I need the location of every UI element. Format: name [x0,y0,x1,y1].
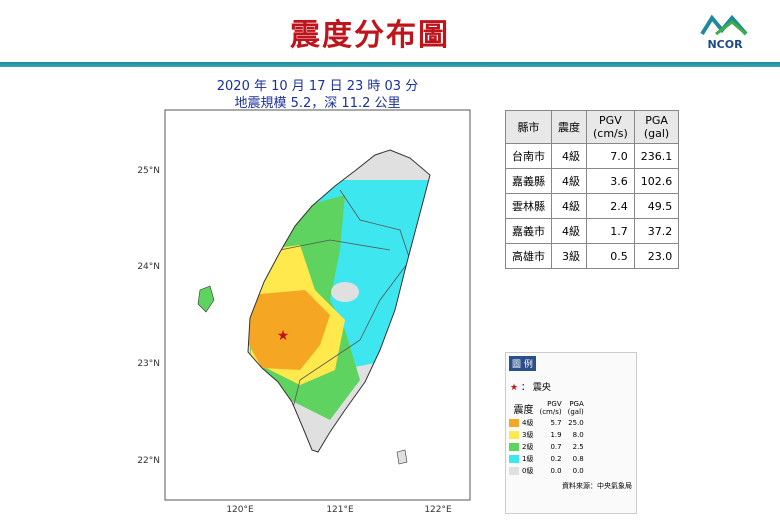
legend-cell: 0.2 [536,453,564,465]
legend-row: 0級 0.0 0.0 [506,465,587,477]
legend-text: 4級 [522,419,534,427]
legend-source: 資料來源：中央氣象局 [562,482,632,490]
legend-text: 0.8 [572,455,584,463]
legend-text: 8.0 [572,431,584,439]
lon-label: 122°E [424,505,452,515]
legend-cell: 0級 [506,465,536,477]
legend-text: 25.0 [568,419,584,427]
event-info: 地震規模 5.2，深 11.2 公里 [234,96,401,111]
legend-text: 5.7 [550,419,562,427]
legend-swatch [509,419,519,427]
table-cell: 236.1 [633,143,680,169]
table-header-cell: 縣市 [505,110,552,144]
lat-labels: 25°N 24°N 23°N 22°N 120°E 121°E 122°E [137,166,452,515]
legend-cell: 2級 [506,441,536,453]
table-row: 高雄市 3級 0.5 23.0 [505,243,680,269]
legend-cell: 1級 [506,453,536,465]
table-cell: 4級 [551,168,587,194]
table-cell: 102.6 [633,168,680,194]
legend-text: 1級 [522,455,534,463]
table-cell: 2.4 [586,193,635,219]
legend-table: 震度 PGV (cm/s) PGA (gal) 4級 5.7 25.0 3級 1.9 8.0 2級… [506,399,587,477]
legend-cell: 8.0 [565,429,587,441]
legend-text: 1.9 [550,431,562,439]
legend-text: 2級 [522,443,534,451]
legend-cell: 0.8 [565,453,587,465]
page-title: 震度分布圖 [290,18,450,53]
lon-label: 121°E [326,505,354,515]
legend-text: 3級 [522,431,534,439]
table-row: 雲林縣 4級 2.4 49.5 [505,193,680,219]
table-cell: 高雄市 [505,243,552,269]
legend-text: 0.2 [550,455,562,463]
table-cell: 37.2 [633,218,680,244]
legend-header-cell: PGA (gal) [567,400,584,416]
legend-epicenter: 震央 [532,383,551,393]
legend-cell: 25.0 [565,417,587,429]
table-row: 台南市 4級 7.0 236.1 [505,143,680,169]
legend-title: 圖 例 [509,356,536,371]
intensity-table: 縣市 震度 PGV (cm/s) PGA (gal) 台南市 4級 7.0 236.1 嘉義縣 4… [505,110,680,269]
event-time: 2020 年 10 月 17 日 23 時 03 分 [216,79,419,94]
legend-text: 0.0 [550,467,562,475]
legend-text: 0級 [522,467,534,475]
table-cell: 4級 [551,218,587,244]
legend-row: 4級 5.7 25.0 [506,417,587,429]
table-cell: 7.0 [586,143,635,169]
legend-text: 0.0 [572,467,584,475]
lat-label: 22°N [137,456,160,466]
table-cell: 49.5 [633,193,680,219]
legend: 圖 例 ★ ： 震央 震度 PGV (cm/s) PGA (gal) 4級 5.7 25.… [505,352,637,514]
legend-text: 0.7 [550,443,562,451]
header-rule [0,62,780,67]
table-cell: 4級 [551,143,587,169]
legend-swatch [509,443,519,451]
logo-mark [700,14,748,36]
table-cell: 雲林縣 [505,193,552,219]
table-row: 嘉義市 4級 1.7 37.2 [505,218,680,244]
legend-cell: 2.5 [565,441,587,453]
legend-cell: 1.9 [536,429,564,441]
table-cell: 嘉義市 [505,218,552,244]
legend-row: 2級 0.7 2.5 [506,441,587,453]
legend-swatch [509,431,519,439]
map: ★ 25°N 24°N 23°N 22°N 120°E 121°E 122°E [137,109,471,515]
lat-label: 25°N [137,166,160,176]
legend-text: 2.5 [572,443,584,451]
legend-swatch [509,467,519,475]
legend-cell: 0.0 [536,465,564,477]
legend-row: 3級 1.9 8.0 [506,429,587,441]
table-header-cell: 震度 [551,110,587,144]
table-cell: 0.5 [586,243,635,269]
legend-cell: 5.7 [536,417,564,429]
legend-header-cell: PGV (cm/s) [539,400,562,416]
table-cell: 3.6 [586,168,635,194]
table-row: 嘉義縣 4級 3.6 102.6 [505,168,680,194]
table-cell: 4級 [551,193,587,219]
table-cell: 1.7 [586,218,635,244]
table-header-cell: PGV (cm/s) [586,110,635,144]
table-header-row: 縣市 震度 PGV (cm/s) PGA (gal) [505,110,680,144]
legend-row: 1級 0.2 0.8 [506,453,587,465]
epicenter-star: ★ [277,328,290,344]
table-cell: 3級 [551,243,587,269]
legend-header-cell: 震度 [513,404,534,416]
lat-label: 24°N [137,262,160,272]
table-header-cell: PGA (gal) [633,110,680,144]
legend-swatch [509,455,519,463]
legend-cell: 0.7 [536,441,564,453]
lat-label: 23°N [137,359,160,369]
legend-header-row: 震度 PGV (cm/s) PGA (gal) [506,399,587,417]
logo-text: NCOR [707,38,743,51]
legend-star: ★ [510,383,519,393]
legend-cell: 0.0 [565,465,587,477]
table-cell: 23.0 [633,243,680,269]
table-cell: 嘉義縣 [505,168,552,194]
table-cell: 台南市 [505,143,552,169]
legend-cell: 4級 [506,417,536,429]
lon-label: 120°E [226,505,254,515]
legend-cell: 3級 [506,429,536,441]
